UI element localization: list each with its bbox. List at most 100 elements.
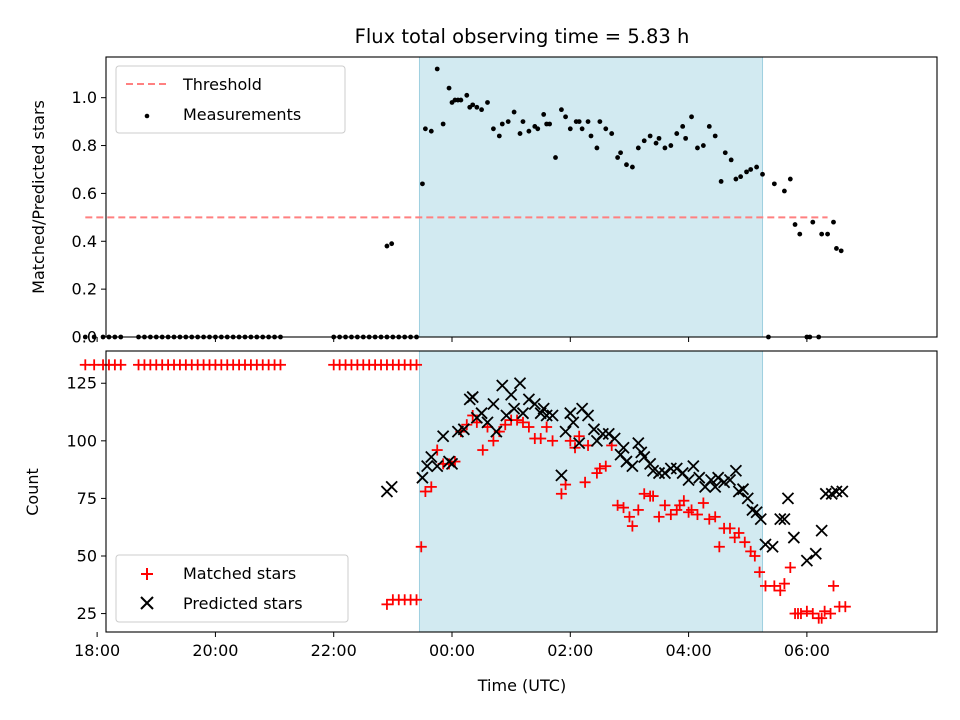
predicted-star-point <box>693 471 706 484</box>
matched-star-point <box>774 585 786 597</box>
predicted-star-point <box>507 402 521 415</box>
measurement-point <box>547 121 552 127</box>
matched-star-point <box>579 476 591 488</box>
measurement-point <box>585 119 591 125</box>
matched-star-point <box>535 433 547 445</box>
matched-star-point <box>638 488 650 500</box>
predicted-star-point <box>537 402 550 415</box>
predicted-star-point <box>596 427 609 441</box>
matched-star-point <box>778 578 790 590</box>
measurement-point <box>771 181 777 187</box>
measurement-point <box>505 119 511 125</box>
predicted-star-point <box>766 540 779 553</box>
measurement-point <box>810 219 816 225</box>
matched-star-point <box>647 490 659 502</box>
measurement-point <box>609 131 615 136</box>
x-tick-label: 04:00 <box>666 641 712 660</box>
measurement-point <box>597 119 603 125</box>
matched-star-point <box>801 605 813 617</box>
legend-predicted-swatch <box>140 596 154 610</box>
top-panel: 0.0 0.2 0.4 0.6 0.8 1.0 Matched/Predicted sta… <box>29 56 938 347</box>
predicted-star-point <box>741 492 754 505</box>
y-tick-label: 0.0 <box>72 328 97 347</box>
predicted-star-point <box>505 388 518 401</box>
predicted-star-point <box>809 547 822 560</box>
measurement-point <box>700 143 706 148</box>
predicted-star-point <box>830 485 843 498</box>
predicted-star-point <box>436 430 450 443</box>
matched-star-point <box>411 594 423 606</box>
predicted-star-point <box>778 513 791 526</box>
predicted-star-point <box>416 471 429 484</box>
predicted-star-point <box>759 538 772 551</box>
measurement-point <box>576 119 582 125</box>
predicted-star-point <box>457 423 470 436</box>
bottom-plot-frame <box>105 350 938 633</box>
measurement-point <box>428 128 434 134</box>
bottom-panel: 25 50 75 100 125 18:00 20:00 22:00 00:00 02:00 04… <box>23 350 938 695</box>
matched-star-point <box>411 359 423 371</box>
matched-star-point <box>618 502 630 514</box>
predicted-star-point <box>815 524 828 537</box>
measurement-point <box>594 145 600 151</box>
matched-star-point <box>560 479 572 491</box>
matched-star-point <box>499 419 511 431</box>
y-tick-label: 100 <box>66 431 97 450</box>
matched-star-point <box>115 359 127 371</box>
predicted-star-point <box>445 457 459 470</box>
predicted-star-point <box>581 409 595 422</box>
matched-star-point <box>425 481 437 493</box>
matched-star-point <box>477 444 489 456</box>
matched-star-point <box>825 608 837 620</box>
predicted-star-point <box>522 393 536 406</box>
y-tick-label: 0.8 <box>72 136 97 155</box>
top-plot-frame <box>105 56 938 338</box>
measurement-point <box>834 246 839 251</box>
measurement-point <box>680 124 686 129</box>
matched-star-point <box>555 488 567 500</box>
measurement-point <box>662 145 668 151</box>
predicted-star-point <box>632 436 645 450</box>
x-axis-label: Time (UTC) <box>477 676 566 695</box>
figure-title: Flux total observing time = 5.83 h <box>355 25 690 48</box>
predicted-star-point <box>682 473 695 487</box>
measurement-point <box>615 155 621 160</box>
measurement-point <box>420 181 425 187</box>
measurement-point <box>635 145 641 151</box>
measurement-point <box>825 231 830 237</box>
predicted-star-point <box>836 485 849 498</box>
predicted-star-point <box>774 513 787 526</box>
predicted-star-point <box>712 471 725 484</box>
measurement-point <box>491 126 496 132</box>
measurement-point <box>559 107 564 113</box>
x-tick-label: 02:00 <box>547 641 593 660</box>
matched-star-point <box>523 421 535 433</box>
measurement-point <box>526 128 532 134</box>
measurement-point <box>782 188 787 194</box>
measurement-point <box>567 126 573 132</box>
measurement-point <box>722 150 728 156</box>
matched-star-point <box>419 486 431 497</box>
matched-star-point <box>659 499 671 511</box>
matched-star-point <box>467 409 479 421</box>
matched-star-point <box>784 562 796 574</box>
predicted-star-point <box>466 390 479 404</box>
measurement-point <box>517 131 523 136</box>
measurement-point <box>656 135 662 141</box>
measurement-point <box>520 119 526 125</box>
bottom-shaded-region <box>418 350 764 633</box>
measurement-point <box>603 126 609 132</box>
measurement-point <box>738 174 744 180</box>
measurement-point <box>440 121 446 127</box>
predicted-star-point <box>723 473 737 487</box>
measurement-point <box>797 231 803 237</box>
bottom-legend: Matched stars Predicted stars <box>115 554 349 623</box>
measurement-point <box>695 145 700 151</box>
matched-star-point <box>703 513 715 525</box>
matched-star-point <box>839 601 851 613</box>
matched-star-point <box>541 421 553 433</box>
predicted-star-point <box>800 554 814 567</box>
legend-predicted-label: Predicted stars <box>183 594 303 613</box>
measurement-point <box>535 126 541 132</box>
